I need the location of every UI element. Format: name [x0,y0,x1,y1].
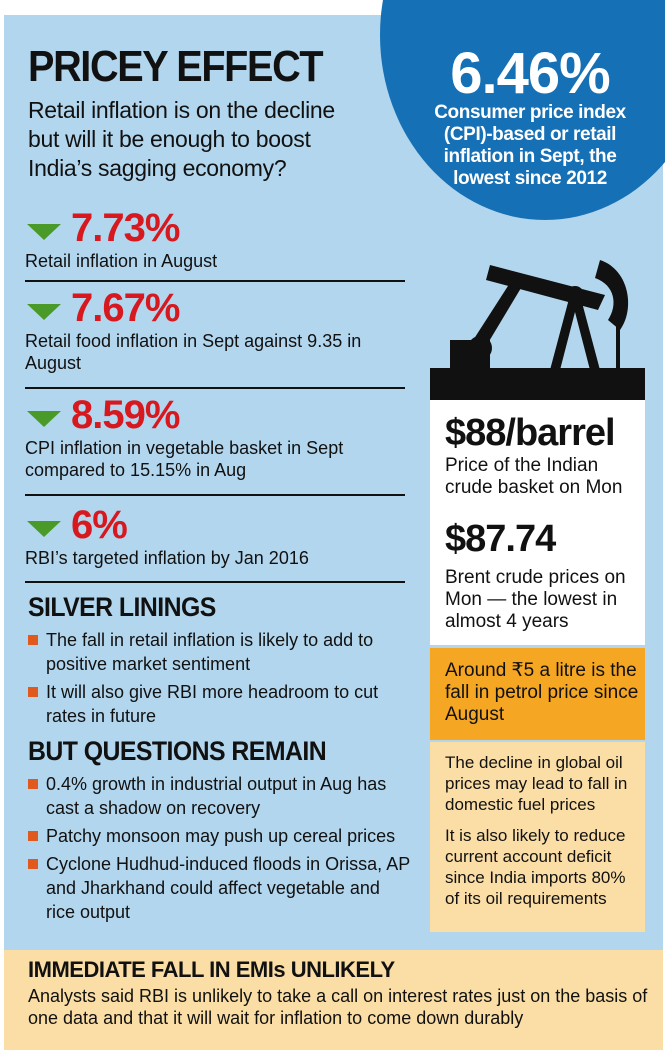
petrol-note-box [430,648,645,740]
oil-note-2: It is also likely to reduce current acco… [445,826,626,908]
page-title: PRICEY EFFECT [28,42,324,91]
stat-block: 8.59% CPI inflation in vegetable basket … [25,395,405,481]
stat-description: RBI’s targeted inflation by Jan 2016 [25,548,309,568]
oil-price-box [430,400,645,645]
questions-list: 0.4% growth in industrial output in Aug … [28,772,413,928]
down-arrow-icon [27,521,61,537]
bullet-square-icon [28,635,38,645]
silver-linings-list: The fall in retail inflation is likely t… [28,628,413,732]
highlight-value: 6.46% [450,41,610,106]
list-item: It will also give RBI more headroom to c… [28,680,413,728]
highlight-description: Consumer price index (CPI)-based or reta… [434,102,626,189]
brent-desc: Brent crude prices on Mon — the lowest i… [445,567,626,632]
divider [25,280,405,282]
petrol-note: Around ₹5 a litre is the fall in petrol … [445,660,639,725]
stat-description: CPI inflation in vegetable basket in Sep… [25,438,344,480]
down-arrow-icon [27,304,61,320]
list-item: Patchy monsoon may push up cereal prices [28,824,413,848]
oil-note-1: The decline in global oil prices may lea… [445,753,628,814]
silver-linings-heading: SILVER LININGS [28,592,216,622]
list-item: 0.4% growth in industrial output in Aug … [28,772,413,820]
list-item: The fall in retail inflation is likely t… [28,628,413,676]
footer-heading: IMMEDIATE FALL IN EMIs UNLIKELY [28,957,395,982]
stat-value: 7.67% [71,286,180,330]
list-item-text: The fall in retail inflation is likely t… [46,630,374,674]
stat-value: 6% [71,503,128,547]
stat-block: 7.73% Retail inflation in August [25,208,405,272]
bullet-square-icon [28,687,38,697]
bullet-square-icon [28,831,38,841]
divider [25,494,405,496]
list-item-text: 0.4% growth in industrial output in Aug … [46,774,387,818]
divider [25,387,405,389]
stat-value: 7.73% [71,206,180,250]
crude-basket-price: $88/barrel [445,412,616,454]
stat-description: Retail inflation in August [25,251,218,271]
brent-price: $87.74 [445,518,556,560]
crude-basket-desc: Price of the Indian crude basket on Mon [445,455,623,498]
down-arrow-icon [27,224,61,240]
list-item-text: Patchy monsoon may push up cereal prices [46,826,396,846]
stat-block: 7.67% Retail food inflation in Sept agai… [25,288,405,374]
list-item-text: It will also give RBI more headroom to c… [46,682,379,726]
list-item-text: Cyclone Hudhud-induced floods in Orissa,… [46,854,410,922]
list-item: Cyclone Hudhud-induced floods in Orissa,… [28,852,413,924]
bullet-square-icon [28,779,38,789]
stat-block: 6% RBI’s targeted inflation by Jan 2016 [25,505,405,569]
stat-description: Retail food inflation in Sept against 9.… [25,331,362,373]
footer-text: Analysts said RBI is unlikely to take a … [28,986,648,1028]
bullet-square-icon [28,859,38,869]
questions-heading: BUT QUESTIONS REMAIN [28,736,327,766]
footer-box [4,950,663,1050]
stat-value: 8.59% [71,393,180,437]
oil-pump-icon [430,260,645,400]
down-arrow-icon [27,411,61,427]
divider [25,581,405,583]
page-subtitle: Retail inflation is on the decline but w… [28,97,335,181]
oil-notes-box [430,742,645,932]
